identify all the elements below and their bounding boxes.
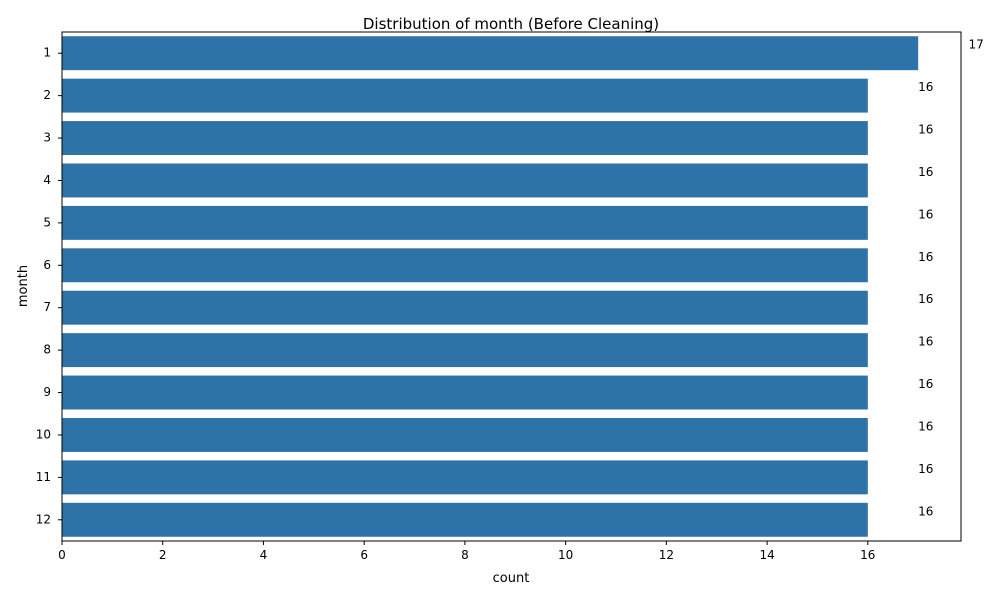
x-tick-label: 2 [159, 548, 167, 562]
y-tick-label: 10 [36, 427, 51, 441]
y-tick-label: 12 [36, 512, 51, 526]
bar [62, 205, 868, 240]
y-tick-label: 9 [43, 385, 51, 399]
x-tick-label: 16 [860, 548, 875, 562]
y-tick-label: 6 [43, 258, 51, 272]
x-tick-label: 6 [360, 548, 368, 562]
x-axis: 0 2 4 6 8 10 12 14 16 [58, 541, 875, 562]
x-tick-label: 4 [260, 548, 268, 562]
x-tick-label: 12 [659, 548, 674, 562]
bar [62, 163, 868, 198]
data-label: 16 [918, 123, 933, 137]
chart-title: Distribution of month (Before Cleaning) [363, 15, 659, 33]
x-tick-label: 8 [461, 548, 469, 562]
y-tick-label: 5 [43, 215, 51, 229]
data-label: 16 [918, 250, 933, 264]
bar [62, 248, 868, 283]
bar [62, 121, 868, 156]
y-axis-label: month [16, 265, 31, 307]
data-label: 16 [918, 377, 933, 391]
bar [62, 417, 868, 452]
data-label: 16 [918, 504, 933, 518]
x-tick-label: 10 [558, 548, 573, 562]
y-tick-label: 3 [43, 131, 51, 145]
data-label: 17 [969, 38, 984, 52]
y-tick-label: 8 [43, 343, 51, 357]
x-tick-label: 14 [759, 548, 774, 562]
x-tick-label: 0 [58, 548, 66, 562]
bar [62, 375, 868, 410]
y-tick-label: 4 [43, 173, 51, 187]
y-tick-label: 11 [36, 470, 51, 484]
bar [62, 333, 868, 368]
data-label: 16 [918, 165, 933, 179]
data-label: 16 [918, 462, 933, 476]
data-label: 16 [918, 207, 933, 221]
bar [62, 290, 868, 325]
bar [62, 502, 868, 537]
y-tick-label: 2 [43, 88, 51, 102]
bar [62, 460, 868, 495]
data-label: 16 [918, 335, 933, 349]
x-axis-label: count [493, 571, 530, 586]
data-labels-group: 17 16 16 16 16 16 16 16 16 16 16 16 [918, 38, 984, 519]
plot-frame [61, 31, 962, 542]
data-label: 16 [918, 419, 933, 433]
bar [62, 36, 919, 71]
data-label: 16 [918, 80, 933, 94]
y-tick-label: 7 [43, 300, 51, 314]
data-label: 16 [918, 292, 933, 306]
bar [62, 78, 868, 113]
y-tick-label: 1 [43, 46, 51, 60]
bars-group [62, 36, 919, 537]
